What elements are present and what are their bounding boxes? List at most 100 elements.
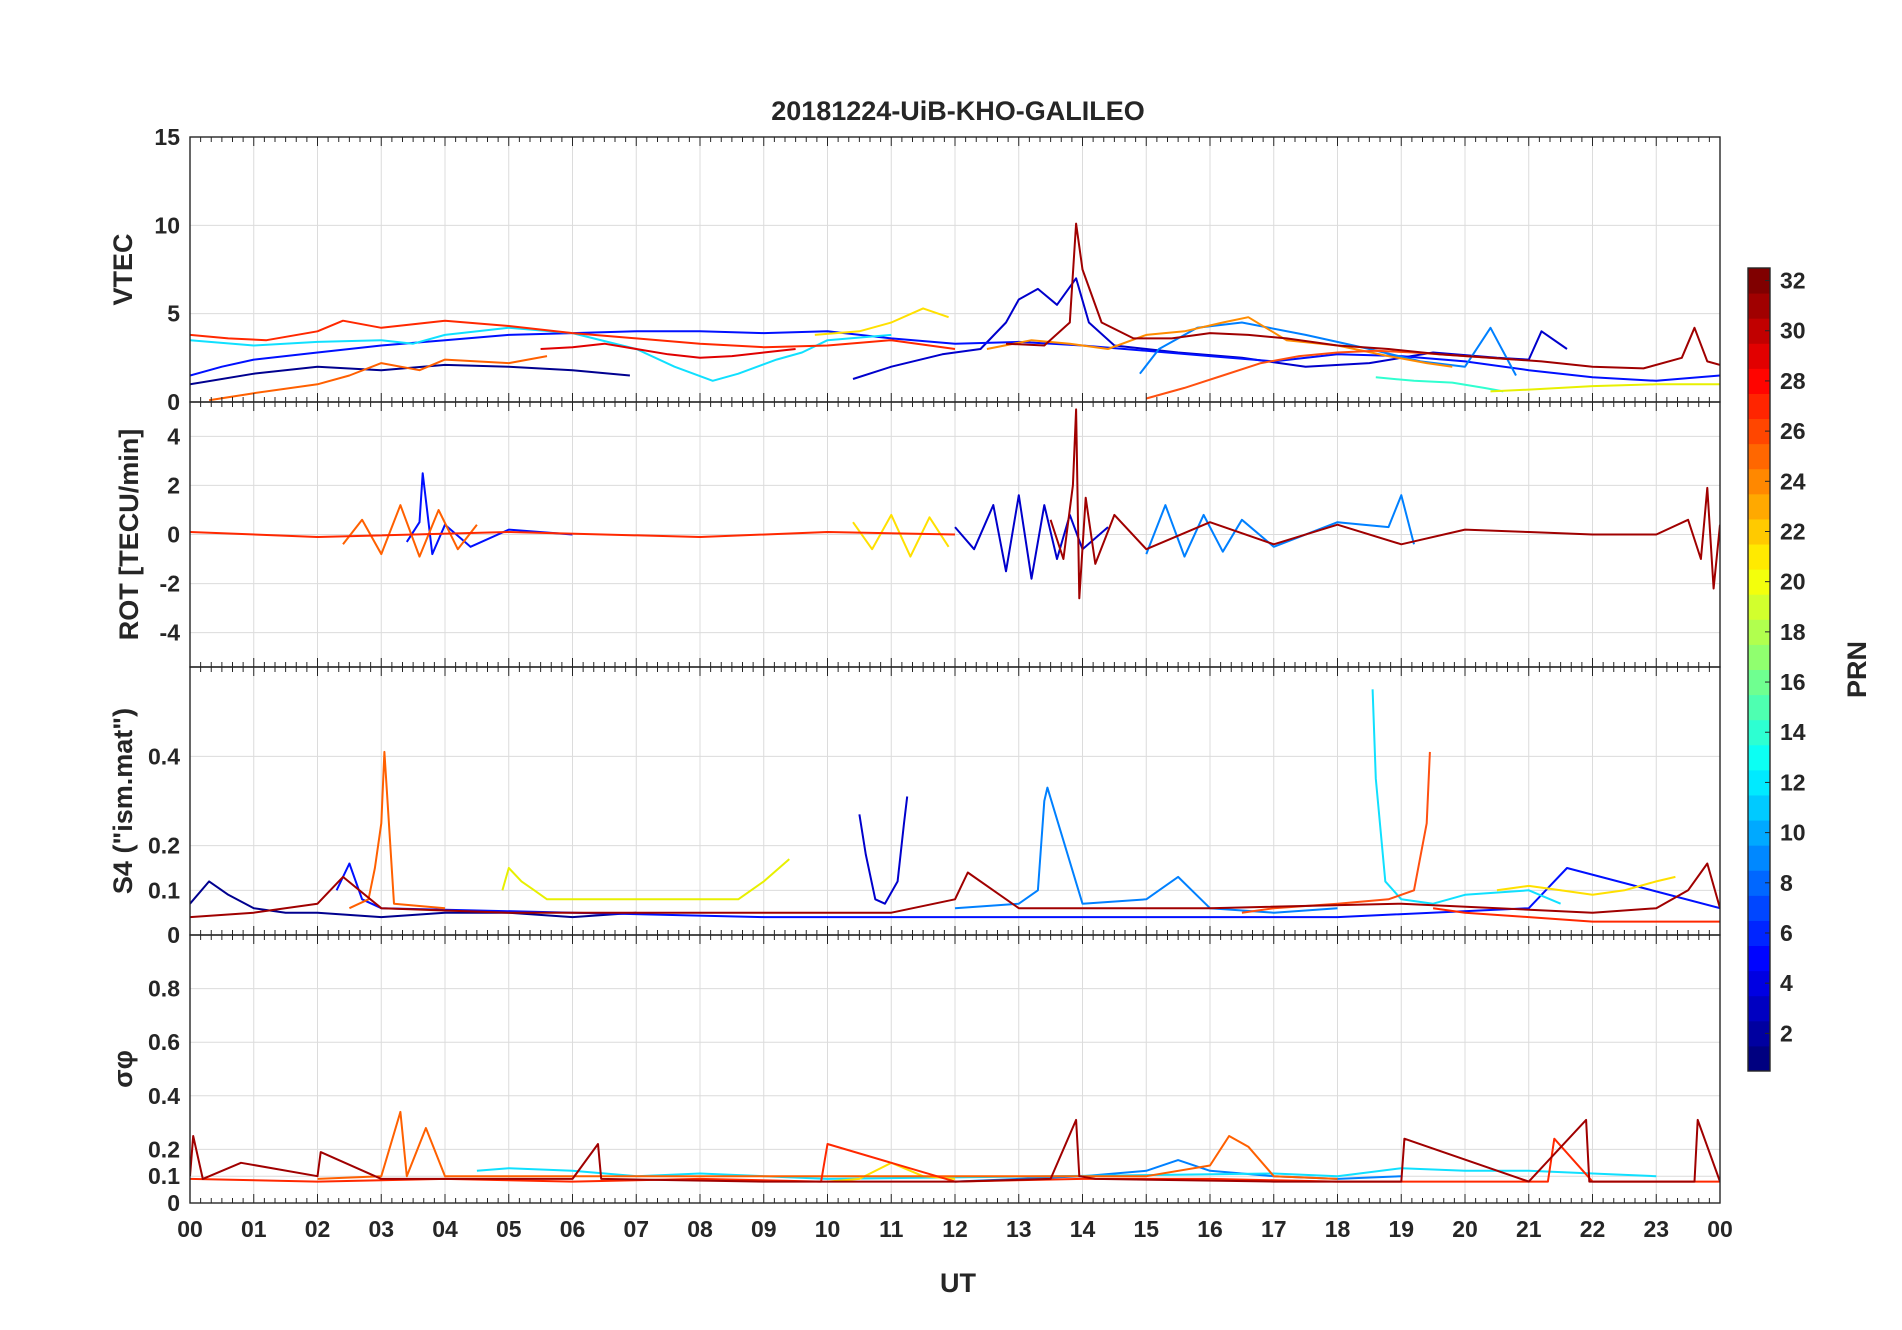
y-tick-label: 0: [167, 922, 180, 948]
x-tick-label: 18: [1325, 1216, 1351, 1242]
x-tick-label: 02: [305, 1216, 331, 1242]
colorbar-tick-label: 10: [1780, 820, 1806, 846]
colorbar-tick-label: 20: [1780, 569, 1806, 595]
traces: [190, 222, 1720, 402]
x-tick-label: 08: [687, 1216, 713, 1242]
y-tick-label: -4: [160, 620, 181, 646]
series-prn-31: [190, 862, 1720, 919]
colorbar-tick-label: 8: [1780, 870, 1793, 896]
series-prn-12: [1371, 689, 1561, 905]
series-prn-13: [1375, 376, 1504, 393]
colorbar-tick-label: 14: [1780, 719, 1806, 745]
colorbar-segment: [1748, 1020, 1770, 1047]
x-tick-label: 06: [560, 1216, 586, 1242]
series-prn-24: [208, 355, 548, 402]
series-prn-20: [1496, 875, 1676, 896]
series-prn-24: [348, 750, 446, 910]
colorbar-frame: [1747, 267, 1771, 1072]
series-prn-23: [986, 316, 1453, 368]
colorbar-segment: [1748, 769, 1770, 796]
panel-2: -4 -2 0 2 4 ROT [TECU/min]: [114, 401, 1721, 668]
x-tick-label: 09: [751, 1216, 777, 1242]
y-tick-label: 0.8: [148, 976, 180, 1002]
colorbar-segment: [1748, 719, 1770, 746]
series-prn-9: [1139, 321, 1517, 376]
colorbar-segment: [1748, 644, 1770, 670]
y-tick-label: 0.1: [148, 1163, 180, 1189]
y-tick-label: 0: [167, 1190, 180, 1216]
y-axis-label: VTEC: [108, 233, 138, 305]
x-tick-label: 04: [432, 1216, 458, 1242]
x-tick-label: 17: [1261, 1216, 1287, 1242]
colorbar-segment: [1748, 594, 1770, 620]
x-tick-label: 19: [1388, 1216, 1414, 1242]
colorbar-tick-label: 32: [1780, 268, 1806, 294]
y-tick-label: 5: [167, 301, 180, 327]
x-tick-label: 11: [879, 1216, 904, 1242]
x-tick-label: 10: [815, 1216, 841, 1242]
x-tick-label: 00: [177, 1216, 203, 1242]
panel-1: 0 5 10 15 VTEC: [108, 124, 1721, 415]
colorbar-tick-label: 26: [1780, 418, 1806, 444]
colorbar-segment: [1748, 293, 1770, 319]
x-tick-label: 20: [1452, 1216, 1478, 1242]
colorbar-segment: [1748, 970, 1770, 997]
colorbar-segment: [1748, 820, 1770, 846]
colorbar-tick-label: 4: [1780, 970, 1793, 996]
series-prn-4: [335, 862, 1720, 919]
x-tick-label: 05: [496, 1216, 522, 1242]
x-tick-label: 12: [942, 1216, 968, 1242]
series-prn-9: [1145, 494, 1415, 558]
colorbar-segment: [1748, 544, 1770, 570]
colorbar-segment: [1748, 569, 1770, 595]
colorbar-segment: [1748, 518, 1770, 545]
y-tick-label: 2: [167, 472, 180, 498]
x-tick-label: 13: [1006, 1216, 1032, 1242]
colorbar-label: PRN: [1842, 641, 1872, 698]
colorbar-tick-label: 30: [1780, 318, 1806, 344]
colorbar-segment: [1748, 669, 1770, 696]
x-tick-label: 00: [1707, 1216, 1733, 1242]
chart-title: 20181224-UiB-KHO-GALILEO: [771, 96, 1145, 126]
series-prn-9: [954, 786, 1338, 914]
colorbar-segment: [1748, 694, 1770, 721]
series-prn-27: [1432, 907, 1720, 923]
colorbar-segment: [1748, 870, 1770, 896]
x-tick-label: 01: [241, 1216, 267, 1242]
y-tick-label: 10: [154, 212, 180, 238]
traces: [190, 1110, 1720, 1183]
colorbar-segment: [1748, 393, 1770, 420]
y-tick-label: 0.6: [148, 1029, 180, 1055]
colorbar-segment: [1748, 1045, 1770, 1072]
colorbar-segment: [1748, 744, 1770, 771]
series-prn-25: [1146, 349, 1517, 400]
colorbar-segment: [1748, 268, 1770, 294]
colorbar-tick-label: 12: [1780, 769, 1806, 795]
colorbar-tick-label: 18: [1780, 619, 1806, 645]
x-tick-label: 14: [1070, 1216, 1096, 1242]
y-axis-label: σφ: [108, 1050, 138, 1088]
series-prn-4: [190, 330, 1720, 382]
colorbar-segment: [1748, 318, 1770, 344]
x-tick-label: 03: [368, 1216, 394, 1242]
y-tick-label: 4: [167, 423, 180, 449]
y-tick-label: 0.2: [148, 833, 180, 859]
panel-4: 00.10.2 0.4 0.6 0.8 σφ: [108, 934, 1721, 1216]
series-prn-12: [190, 326, 892, 382]
series-prn-27: [190, 531, 956, 538]
series-prn-31: [190, 1118, 1720, 1183]
y-tick-label: 0.2: [148, 1136, 180, 1162]
series-prn-1: [190, 880, 637, 919]
colorbar-tick-label: 6: [1780, 920, 1793, 946]
series-prn-3: [954, 494, 1109, 580]
colorbar-segment: [1748, 995, 1770, 1022]
series-prn-31: [1049, 408, 1720, 600]
series-prn-3: [858, 796, 909, 905]
series-prn-21: [501, 858, 790, 901]
colorbar-segment: [1748, 368, 1770, 394]
colorbar-segment: [1748, 794, 1770, 821]
colorbar-segment: [1748, 343, 1770, 369]
